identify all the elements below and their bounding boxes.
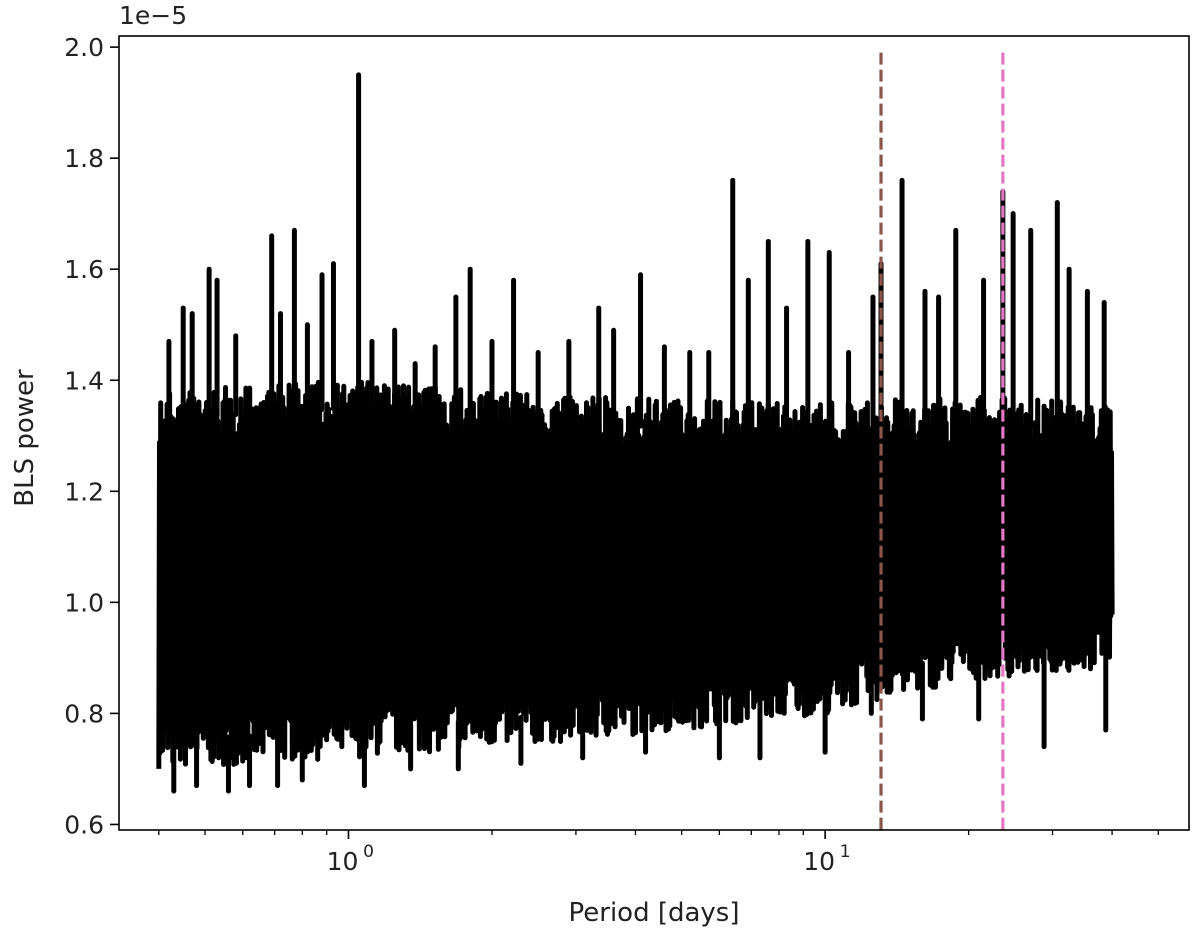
y-tick-label: 1.4 bbox=[64, 366, 104, 395]
periodogram-band bbox=[156, 379, 1115, 769]
periodogram-series bbox=[156, 72, 1115, 794]
y-scale-offset-label: 1e−5 bbox=[119, 1, 187, 30]
reference-lines bbox=[879, 52, 1005, 830]
x-tick-label: 10 bbox=[803, 847, 835, 876]
y-tick-label: 1.6 bbox=[64, 255, 104, 284]
x-axis-label: Period [days] bbox=[569, 898, 740, 928]
y-tick-label: 2.0 bbox=[64, 33, 104, 62]
x-tick-exponent: 0 bbox=[363, 842, 374, 862]
periodogram-core bbox=[158, 424, 1113, 725]
y-tick-label: 1.2 bbox=[64, 477, 104, 506]
axes-frame bbox=[118, 35, 1190, 831]
x-tick-label: 10 bbox=[327, 847, 359, 876]
y-tick-label: 0.6 bbox=[64, 810, 104, 839]
y-axis-ticks: 0.6 0.8 1.0 1.2 1.4 1.6 1.8 2.0 bbox=[64, 33, 119, 839]
x-tick-exponent: 1 bbox=[840, 842, 851, 862]
plot-area bbox=[156, 72, 1115, 794]
y-axis-label: BLS power bbox=[10, 369, 40, 507]
y-tick-label: 0.8 bbox=[64, 699, 104, 728]
x-axis-ticks: 10 0 10 1 bbox=[158, 830, 1159, 876]
y-tick-label: 1.0 bbox=[64, 588, 104, 617]
y-tick-label: 1.8 bbox=[64, 144, 104, 173]
